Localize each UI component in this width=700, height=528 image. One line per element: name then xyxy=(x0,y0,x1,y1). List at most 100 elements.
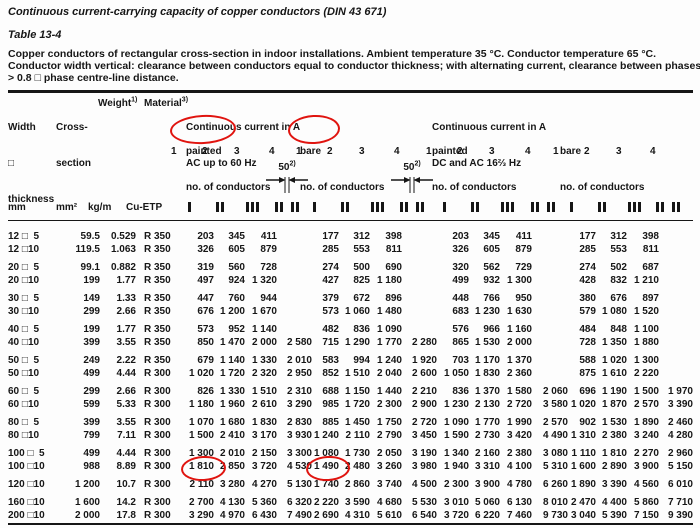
value-cell: 428 xyxy=(579,275,596,286)
value-cell: 484 xyxy=(579,324,596,335)
value-cell: 932 xyxy=(483,275,500,286)
conductor-arrangement-icon xyxy=(471,202,479,213)
value-cell: 573 xyxy=(322,306,339,317)
value-cell: 380 xyxy=(579,293,596,304)
value-cell: 2 160 xyxy=(474,448,500,459)
value-cell xyxy=(659,349,693,367)
value-cell: 1 110 xyxy=(571,448,596,459)
value-cell: 5 860 xyxy=(633,497,659,508)
unit-mm: mm xyxy=(8,202,26,213)
column-header-material: Material3) xyxy=(144,96,189,109)
value-cell: 6 220 xyxy=(474,510,500,521)
value-cell: 605 xyxy=(483,244,500,255)
conductor-arrangement-icon xyxy=(312,202,316,213)
table-row: 50 □10 499 4.44 R 300 1 020 1 720 2 320 2 950 85… xyxy=(8,367,693,380)
value-cell: 2 270 xyxy=(633,448,659,459)
value-cell: 3 300 xyxy=(286,448,312,459)
value-cell: 499 xyxy=(452,275,469,286)
value-cell: 6 540 xyxy=(411,510,437,521)
value-cell: 1 090 xyxy=(376,324,402,335)
conductor-arrangement-icon xyxy=(500,202,514,213)
conductor-arrangement-icon xyxy=(531,202,555,213)
description-line: Conductor width vertical: clearance betw… xyxy=(8,60,700,72)
value-cell: 2 460 xyxy=(667,417,693,428)
value-cell: 2 310 xyxy=(286,386,312,397)
value-cell: 897 xyxy=(642,293,659,304)
value-cell: 688 xyxy=(322,386,339,397)
value-cell: 6 260 xyxy=(542,479,568,490)
value-cell xyxy=(277,318,312,336)
value-cell: 1 520 xyxy=(633,306,659,317)
value-cell: 683 xyxy=(452,306,469,317)
value-cell: 3 900 xyxy=(633,461,659,472)
conductor-count-label: 3 xyxy=(489,146,495,157)
value-cell: 4 100 xyxy=(506,461,532,472)
value-cell xyxy=(532,349,568,367)
size-cell: 60 □10 xyxy=(8,399,40,410)
value-cell: 1 810 xyxy=(188,461,214,472)
value-cell xyxy=(402,274,437,287)
value-cell: 3 720 xyxy=(443,510,469,521)
material-cell: R 300 xyxy=(144,399,171,410)
value-cell: 2 700 xyxy=(188,497,214,508)
value-cell: 4 780 xyxy=(506,479,532,490)
value-cell xyxy=(277,256,312,274)
material-cell: R 350 xyxy=(144,337,171,348)
value-cell: 672 xyxy=(353,293,370,304)
value-cell xyxy=(532,305,568,318)
table-row: 12 □ 5 59.5 0.529 R 350 203 345 411 177 312 398 20… xyxy=(8,230,693,243)
value-cell: 2 130 xyxy=(474,399,500,410)
conductor-arrangement-icon xyxy=(598,202,606,213)
value-cell: 2 410 xyxy=(219,430,245,441)
value-cell: 2 150 xyxy=(251,448,277,459)
value-cell: 345 xyxy=(228,231,245,242)
value-cell: 1 530 xyxy=(474,337,500,348)
value-cell: 4 500 xyxy=(411,479,437,490)
value-cell: 1 140 xyxy=(219,355,245,366)
value-cell: 7 150 xyxy=(633,510,659,521)
value-cell: 203 xyxy=(197,231,214,242)
value-cell: 312 xyxy=(610,231,627,242)
data-table-body: 12 □ 5 59.5 0.529 R 350 203 345 411 177 312 398 20… xyxy=(8,230,693,522)
conductor-count-label: 2 xyxy=(202,146,208,157)
value-cell: 3.55 xyxy=(116,417,136,428)
value-cell: 5 530 xyxy=(411,497,437,508)
units-rule xyxy=(8,220,693,221)
conductor-count-label: 3 xyxy=(359,146,365,157)
value-cell: 1 350 xyxy=(601,337,627,348)
conductor-count-label: 3 xyxy=(234,146,240,157)
value-cell: 728 xyxy=(260,262,277,273)
value-cell: 1 880 xyxy=(633,337,659,348)
value-cell: 1 740 xyxy=(313,479,339,490)
value-cell: 1 080 xyxy=(313,448,339,459)
value-cell: 1 230 xyxy=(443,399,469,410)
value-cell: 1 370 xyxy=(474,386,500,397)
value-cell: 2 300 xyxy=(376,399,402,410)
value-cell: 560 xyxy=(228,262,245,273)
value-cell: 1 610 xyxy=(601,368,627,379)
value-cell: 1 940 xyxy=(443,461,469,472)
value-cell: 696 xyxy=(579,386,596,397)
conductor-arrangement-icon xyxy=(216,202,224,213)
value-cell xyxy=(532,230,568,243)
value-cell: 1 320 xyxy=(251,275,277,286)
value-cell: 836 xyxy=(452,386,469,397)
material-cell: R 300 xyxy=(144,430,171,441)
value-cell: 4 560 xyxy=(633,479,659,490)
value-cell xyxy=(659,367,693,380)
size-cell: 80 □10 xyxy=(8,430,40,441)
value-cell: 5 310 xyxy=(542,461,568,472)
value-cell: 3 420 xyxy=(506,430,532,441)
conductor-count-label: 2 xyxy=(584,146,590,157)
value-cell: 2 850 xyxy=(219,461,245,472)
value-cell: 2 570 xyxy=(633,399,659,410)
value-cell: 1 100 xyxy=(633,324,659,335)
value-cell: 149 xyxy=(83,293,100,304)
conductor-count-label: 4 xyxy=(525,146,531,157)
value-cell: 2 720 xyxy=(506,399,532,410)
value-cell: 599 xyxy=(83,399,100,410)
value-cell xyxy=(532,287,568,305)
value-cell: 729 xyxy=(515,262,532,273)
value-cell: 5 360 xyxy=(251,497,277,508)
value-cell: 1 170 xyxy=(474,355,500,366)
